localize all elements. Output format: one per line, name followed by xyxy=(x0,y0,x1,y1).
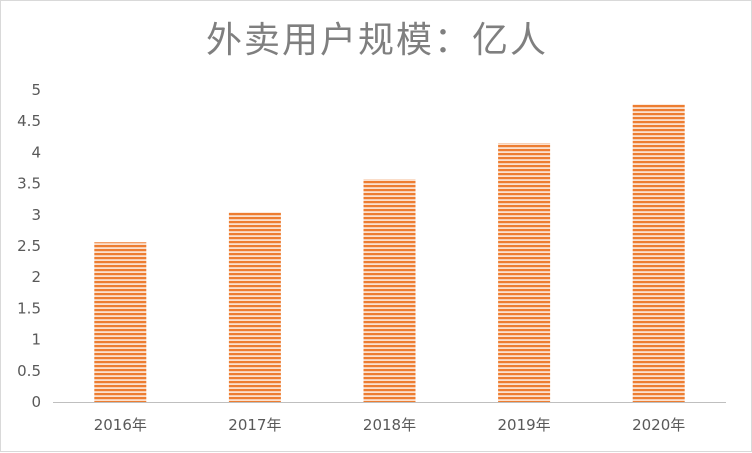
y-tick-label: 1 xyxy=(31,331,41,349)
y-tick-label: 1.5 xyxy=(17,299,41,317)
y-tick-label: 0 xyxy=(31,393,41,411)
x-axis-labels: 2016年 2017年 2018年 2019年 2020年 xyxy=(94,416,686,434)
x-tick-label: 2017年 xyxy=(228,416,281,434)
y-axis-ticks: 0 0.5 1 1.5 2 2.5 3 3.5 4 4.5 5 xyxy=(17,81,41,411)
x-tick-label: 2020年 xyxy=(632,416,685,434)
bar-2018年 xyxy=(363,179,416,402)
bar-2019年 xyxy=(498,143,551,403)
chart-title: 外卖用户规模：亿人 xyxy=(205,20,548,61)
bar-2017年 xyxy=(228,212,281,402)
bar-2016年 xyxy=(94,242,147,402)
y-tick-label: 3 xyxy=(31,206,41,224)
x-tick-label: 2016年 xyxy=(94,416,147,434)
bar-series xyxy=(94,104,685,403)
x-tick-label: 2018年 xyxy=(363,416,416,434)
y-tick-label: 2.5 xyxy=(17,237,41,255)
y-tick-label: 5 xyxy=(31,81,41,99)
x-tick-label: 2019年 xyxy=(498,416,551,434)
y-tick-label: 0.5 xyxy=(17,362,41,380)
bar-2020年 xyxy=(632,104,685,403)
y-tick-label: 4.5 xyxy=(17,112,41,130)
y-tick-label: 3.5 xyxy=(17,175,41,193)
y-tick-label: 2 xyxy=(31,268,41,286)
y-tick-label: 4 xyxy=(31,143,41,161)
